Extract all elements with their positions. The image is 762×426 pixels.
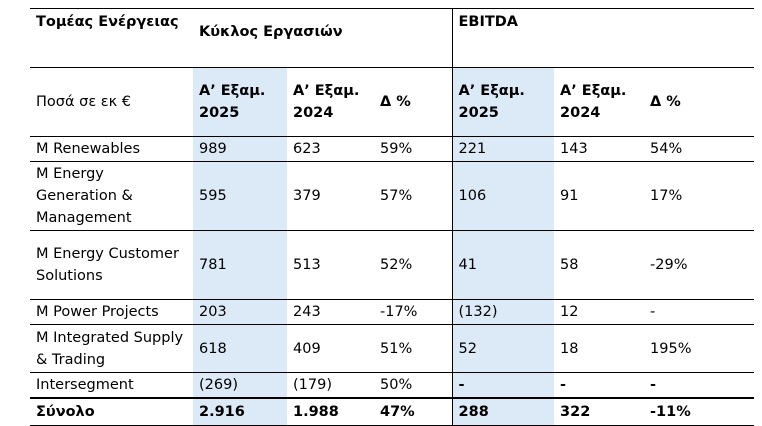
cell: 91 bbox=[554, 161, 645, 231]
cell: 243 bbox=[287, 299, 374, 325]
cell: 57% bbox=[374, 161, 453, 231]
col-ebitda-2025: Α’ Εξαμ. 2025 bbox=[451, 67, 555, 137]
cell: 595 bbox=[193, 161, 287, 231]
col-ebitda-2024: Α’ Εξαμ. 2024 bbox=[554, 67, 645, 137]
col-rev-delta: Δ % bbox=[374, 67, 453, 137]
table-row: M Renewables 989 623 59% 221 143 54% bbox=[30, 136, 755, 162]
cell: - bbox=[644, 299, 755, 325]
cell: (269) bbox=[193, 372, 287, 399]
table-row: M Energy Customer Solutions 781 513 52% … bbox=[30, 230, 755, 300]
cell: 50% bbox=[374, 372, 453, 399]
cell: 143 bbox=[554, 136, 645, 162]
cell: - bbox=[644, 372, 755, 399]
total-label: Σύνολο bbox=[30, 398, 193, 426]
row-label: M Renewables bbox=[30, 136, 193, 162]
cell: (132) bbox=[451, 299, 555, 325]
cell: -11% bbox=[644, 398, 755, 426]
cell: 58 bbox=[554, 230, 645, 300]
cell: 195% bbox=[644, 324, 755, 373]
row-label: M Energy Generation & Management bbox=[30, 161, 193, 231]
cell: 623 bbox=[287, 136, 374, 162]
cell: 18 bbox=[554, 324, 645, 373]
cell: 2.916 bbox=[193, 398, 287, 426]
cell: 989 bbox=[193, 136, 287, 162]
col-rev-2025: Α’ Εξαμ. 2025 bbox=[193, 67, 287, 137]
table-row: M Integrated Supply & Trading 618 409 51… bbox=[30, 324, 755, 373]
cell: 47% bbox=[374, 398, 453, 426]
cell: 41 bbox=[451, 230, 555, 300]
cell: 52 bbox=[451, 324, 555, 373]
cell: -29% bbox=[644, 230, 755, 300]
cell: - bbox=[451, 372, 555, 399]
cell: 54% bbox=[644, 136, 755, 162]
cell: 203 bbox=[193, 299, 287, 325]
cell: 17% bbox=[644, 161, 755, 231]
cell: 59% bbox=[374, 136, 453, 162]
segment-results-table: Τομέας Ενέργειας Κύκλος Εργασιών EBITDA … bbox=[30, 8, 755, 426]
row-label: Intersegment bbox=[30, 372, 193, 399]
cell: 781 bbox=[193, 230, 287, 300]
total-row: Σύνολο 2.916 1.988 47% 288 322 -11% bbox=[30, 398, 755, 426]
ebitda-group-header: EBITDA bbox=[451, 8, 755, 68]
row-label: M Integrated Supply & Trading bbox=[30, 324, 193, 373]
cell: (179) bbox=[287, 372, 374, 399]
revenue-group-header: Κύκλος Εργασιών bbox=[193, 8, 453, 68]
header-row-groups: Τομέας Ενέργειας Κύκλος Εργασιών EBITDA bbox=[30, 8, 755, 68]
cell: 288 bbox=[451, 398, 555, 426]
segment-title: Τομέας Ενέργειας bbox=[30, 8, 193, 68]
header-row-columns: Ποσά σε εκ € Α’ Εξαμ. 2025 Α’ Εξαμ. 2024… bbox=[30, 67, 755, 137]
col-rev-2024: Α’ Εξαμ. 2024 bbox=[287, 67, 374, 137]
cell: - bbox=[554, 372, 645, 399]
table-row: M Power Projects 203 243 -17% (132) 12 - bbox=[30, 299, 755, 325]
cell: 52% bbox=[374, 230, 453, 300]
table-row: Intersegment (269) (179) 50% - - - bbox=[30, 372, 755, 399]
cell: 379 bbox=[287, 161, 374, 231]
row-label: M Energy Customer Solutions bbox=[30, 230, 193, 300]
cell: 106 bbox=[451, 161, 555, 231]
cell: 221 bbox=[451, 136, 555, 162]
units-label: Ποσά σε εκ € bbox=[30, 67, 193, 137]
table-row: M Energy Generation & Management 595 379… bbox=[30, 161, 755, 231]
col-ebitda-delta: Δ % bbox=[644, 67, 755, 137]
cell: 409 bbox=[287, 324, 374, 373]
cell: -17% bbox=[374, 299, 453, 325]
row-label: M Power Projects bbox=[30, 299, 193, 325]
cell: 12 bbox=[554, 299, 645, 325]
cell: 1.988 bbox=[287, 398, 374, 426]
cell: 51% bbox=[374, 324, 453, 373]
cell: 322 bbox=[554, 398, 645, 426]
cell: 618 bbox=[193, 324, 287, 373]
cell: 513 bbox=[287, 230, 374, 300]
